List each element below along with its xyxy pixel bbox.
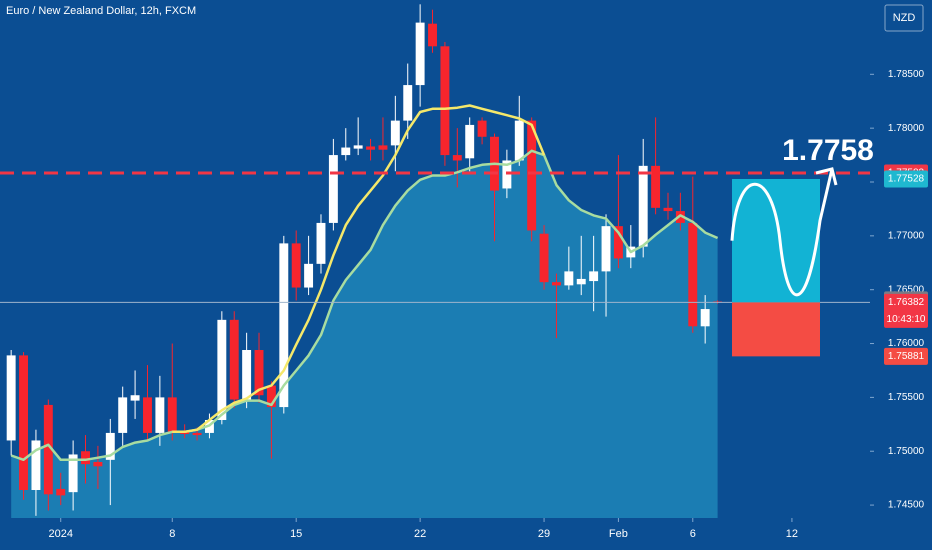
candle-body [613, 226, 623, 259]
candle-body [167, 397, 177, 432]
candle-body [31, 440, 41, 490]
candle-body [242, 350, 252, 400]
candle-body [477, 120, 487, 137]
y-tick-label: 1.76500 [888, 284, 925, 295]
candle-body [6, 355, 16, 441]
candle-body [452, 155, 462, 161]
candle-body [688, 222, 698, 327]
indicator-line [172, 104, 546, 434]
candle-body [366, 146, 376, 150]
y-tick-label: 1.78500 [888, 69, 925, 80]
y-tick-label: 1.78000 [888, 123, 925, 134]
candle-body [81, 451, 90, 465]
candle-body [700, 309, 710, 327]
candle-body [279, 243, 289, 408]
candle-body [576, 278, 586, 285]
candle-body [68, 454, 78, 493]
candle-body [527, 120, 537, 231]
candle-body [403, 85, 413, 121]
candle-body [316, 222, 326, 264]
x-tick-label: 22 [414, 528, 426, 540]
x-tick-label: 12 [786, 528, 798, 540]
candle-body [465, 124, 475, 159]
projection-curve [730, 168, 834, 297]
x-tick-label: 6 [690, 528, 696, 540]
x-tick-label: 15 [290, 528, 302, 540]
candle-body [266, 385, 276, 408]
candle-body [539, 233, 549, 283]
candle-body [601, 226, 611, 272]
candle-body [378, 145, 388, 150]
candle-body [56, 488, 66, 496]
candle-body [43, 404, 53, 495]
x-tick-label: 2024 [48, 528, 72, 540]
candle-body [118, 397, 128, 433]
price-badge [884, 347, 928, 365]
price-badge [884, 293, 928, 328]
candle-body [291, 243, 301, 288]
target-label: 1.7758 [782, 134, 874, 167]
candle-body [130, 395, 140, 401]
candle-body [663, 207, 673, 212]
currency-box [884, 4, 924, 32]
candle-body [19, 355, 29, 490]
plot-area [6, 4, 723, 518]
x-tick-label: Feb [609, 528, 628, 540]
currency-label: NZD [893, 12, 916, 24]
candle-body [428, 23, 437, 47]
candle-body [514, 120, 524, 161]
candle-body [105, 432, 115, 460]
candle-body [390, 120, 400, 146]
y-tick-label: 1.75500 [888, 392, 925, 403]
candle-body [254, 350, 264, 396]
stop-zone [732, 302, 820, 357]
candle-body [651, 165, 661, 208]
y-tick-label: 1.77000 [888, 230, 925, 241]
indicator-line [10, 149, 719, 462]
countdown-label: 10:43:10 [887, 314, 926, 325]
chart-title: Euro / New Zealand Dollar, 12h, FXCM [6, 5, 196, 17]
x-tick-label: 8 [169, 528, 175, 540]
price-badge [884, 170, 928, 188]
candle-body [675, 211, 685, 223]
candle-body [328, 155, 338, 223]
x-tick-label: 29 [538, 528, 550, 540]
y-tick-label: 1.74500 [888, 500, 925, 511]
candle-body [638, 165, 648, 247]
overlay: 1.7758 [0, 134, 874, 357]
candle-body [353, 145, 363, 149]
y-tick-label: 1.76000 [888, 338, 925, 349]
candle-body [589, 271, 599, 282]
candle-body [304, 263, 314, 288]
candle-body [564, 271, 574, 286]
candle-body [192, 432, 202, 436]
candle-body [551, 282, 561, 286]
y-tick-label: 1.75000 [888, 446, 925, 457]
candle-body [415, 22, 425, 86]
price-badge-label: 1.75881 [888, 351, 925, 362]
candle-body [440, 46, 450, 156]
candle-body [143, 397, 152, 433]
candle-body [93, 462, 103, 467]
candle-body [155, 397, 165, 433]
projection-arrow [815, 167, 838, 186]
price-badge-label: 1.77528 [888, 174, 925, 185]
candle-body [217, 319, 227, 420]
price-badge-label: 1.76382 [888, 297, 925, 308]
candle-body [341, 147, 351, 156]
candle-body [229, 319, 239, 400]
